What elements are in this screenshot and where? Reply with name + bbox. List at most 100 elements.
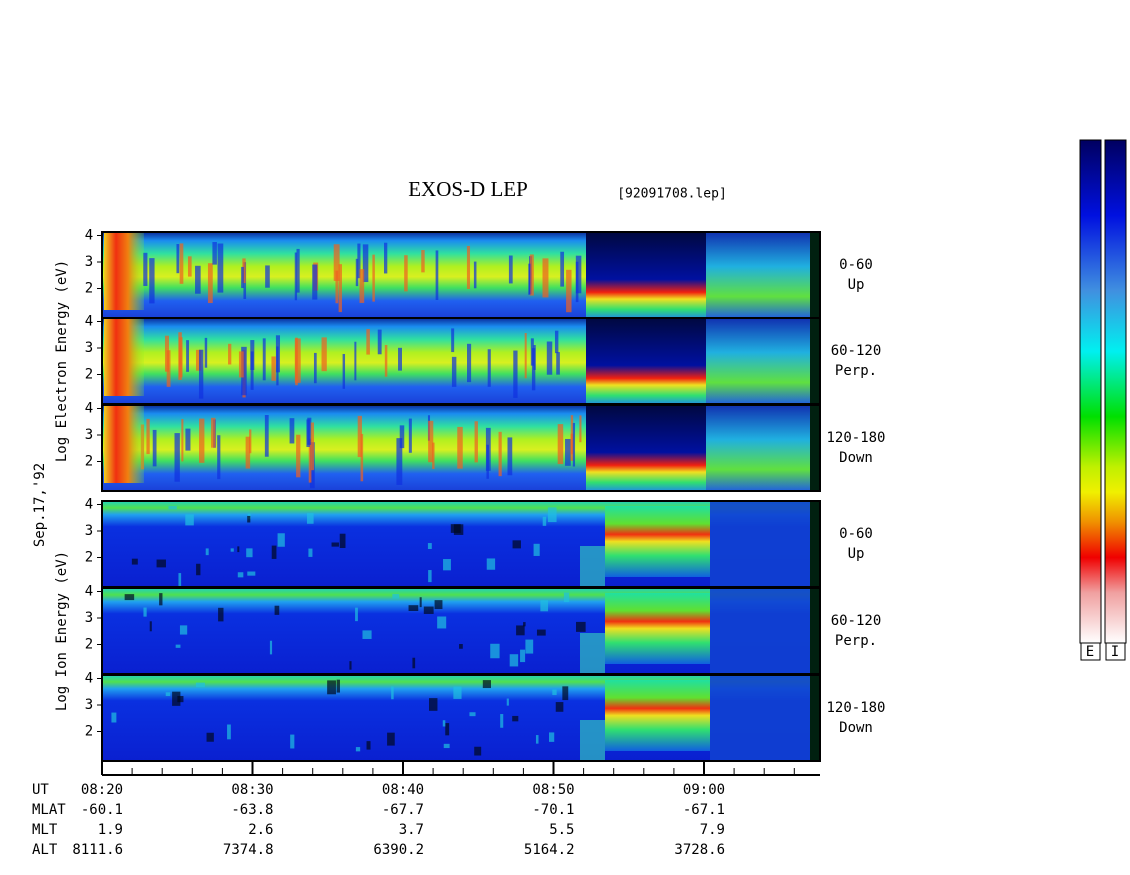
channel-direction: Up: [848, 277, 865, 293]
spectrogram-band: [580, 633, 605, 673]
time-label: 08:30: [231, 782, 273, 798]
spectrogram-streak: [457, 426, 463, 469]
ephemeris-value: 8111.6: [72, 842, 123, 858]
spectrogram-streak: [294, 252, 298, 301]
spectrogram-streak: [565, 438, 571, 466]
spectrogram-streak: [387, 732, 395, 746]
spectrogram-streak: [199, 418, 205, 463]
spectrogram-streak: [187, 256, 192, 277]
spectrogram-streak: [277, 533, 285, 547]
spectrogram-streak: [195, 349, 202, 371]
spectrogram-streak: [566, 269, 572, 313]
spectrogram-streak: [179, 243, 184, 284]
spectrogram-streak: [164, 335, 169, 372]
ephemeris-value: -63.8: [231, 802, 273, 818]
spectrogram-streak: [360, 433, 364, 482]
spectrogram-streak: [450, 524, 461, 533]
spectrogram-streak: [237, 572, 244, 578]
spectrogram-streak: [175, 644, 181, 648]
spectrogram-streak: [557, 424, 564, 465]
date: Sep.17,'92: [32, 463, 48, 547]
spectrogram-streak: [250, 351, 254, 390]
y-tick-label: 2: [85, 724, 93, 740]
time-label: 08:40: [382, 782, 424, 798]
channel-direction: Down: [839, 450, 873, 466]
spectrogram-streak: [271, 356, 276, 381]
spectrogram-streak: [308, 548, 313, 557]
spectrogram-streak: [178, 573, 182, 586]
file-name: [92091708.lep]: [617, 187, 727, 202]
y-tick-label: 3: [85, 254, 93, 270]
spectrogram-streak: [540, 600, 549, 612]
data-gap: [810, 588, 820, 674]
spectrogram-streak: [212, 242, 217, 265]
y-tick-label: 4: [85, 314, 93, 330]
spectrogram-streak: [435, 250, 439, 300]
data-gap: [810, 232, 820, 318]
spectrogram-streak: [520, 649, 526, 663]
spectrogram-streak: [181, 419, 184, 462]
y-tick-label: 4: [85, 584, 93, 600]
spectrogram-streak: [149, 621, 152, 632]
spectrogram-streak: [408, 605, 419, 612]
spectrogram-streak: [238, 351, 244, 378]
spectrogram-streak: [349, 661, 352, 670]
channel-direction: Perp.: [835, 363, 877, 379]
colorbar-label: I: [1111, 644, 1119, 660]
time-label: 09:00: [683, 782, 725, 798]
spectrogram-streak: [306, 419, 310, 447]
spectrogram-streak: [338, 264, 342, 313]
spectrogram-streak: [366, 741, 371, 750]
spectrogram-streak: [423, 606, 434, 614]
spectrogram-dark: [586, 232, 706, 318]
spectrogram-streak: [513, 350, 518, 398]
ephemeris-value: -67.7: [382, 802, 424, 818]
data-gap: [810, 405, 820, 491]
spectrogram-streak: [296, 248, 300, 293]
spectrogram-streak: [227, 724, 231, 740]
spectrogram-streak: [531, 348, 536, 391]
spectrogram-streak: [205, 548, 209, 556]
colorbar-label-box: [1105, 642, 1126, 661]
spectrogram-streak: [143, 252, 148, 287]
spectrogram-streak: [384, 345, 388, 377]
spectrogram-streak: [306, 513, 314, 524]
channel-direction: Down: [839, 720, 873, 736]
spectrogram-streak: [506, 698, 509, 706]
spectrogram-streak: [131, 558, 138, 565]
spectrogram-streak: [249, 429, 252, 454]
spectrogram-streak: [546, 341, 553, 375]
spectrogram-dark: [586, 318, 706, 404]
spectrogram-streak: [549, 732, 555, 742]
spectrogram-streak: [437, 616, 447, 629]
spectrogram-streak: [218, 607, 224, 622]
spectrogram-late: [706, 232, 810, 318]
spectrogram-streak: [174, 433, 180, 482]
panel-frame: [101, 404, 821, 492]
channel-range: 120-180: [826, 430, 885, 446]
ephemeris-value: 7374.8: [223, 842, 274, 858]
spectrogram-late: [710, 501, 810, 587]
spectrogram-streak: [560, 251, 565, 287]
y-tick-label: 2: [85, 454, 93, 470]
spectrogram-streak: [421, 250, 425, 273]
spectrogram-streak: [357, 415, 362, 458]
spectrogram-streak: [111, 712, 117, 723]
spectrogram-hot: [605, 680, 710, 751]
spectrogram-streak: [335, 270, 339, 304]
spectrogram-streak: [536, 629, 546, 636]
time-label: 08:20: [81, 782, 123, 798]
spectrogram-streak: [490, 643, 500, 659]
channel-direction: Up: [848, 546, 865, 562]
spectrogram-streak: [466, 343, 472, 383]
spectrogram-streak: [555, 702, 564, 712]
spectrogram-streak: [168, 506, 177, 510]
spectrogram-streak: [177, 696, 184, 703]
spectrogram-streak: [149, 258, 155, 304]
data-gap: [810, 675, 820, 761]
spectrogram-streak: [563, 592, 570, 603]
y-tick-label: 2: [85, 550, 93, 566]
spectrogram-streak: [399, 425, 405, 449]
spectrogram-streak: [165, 692, 171, 697]
